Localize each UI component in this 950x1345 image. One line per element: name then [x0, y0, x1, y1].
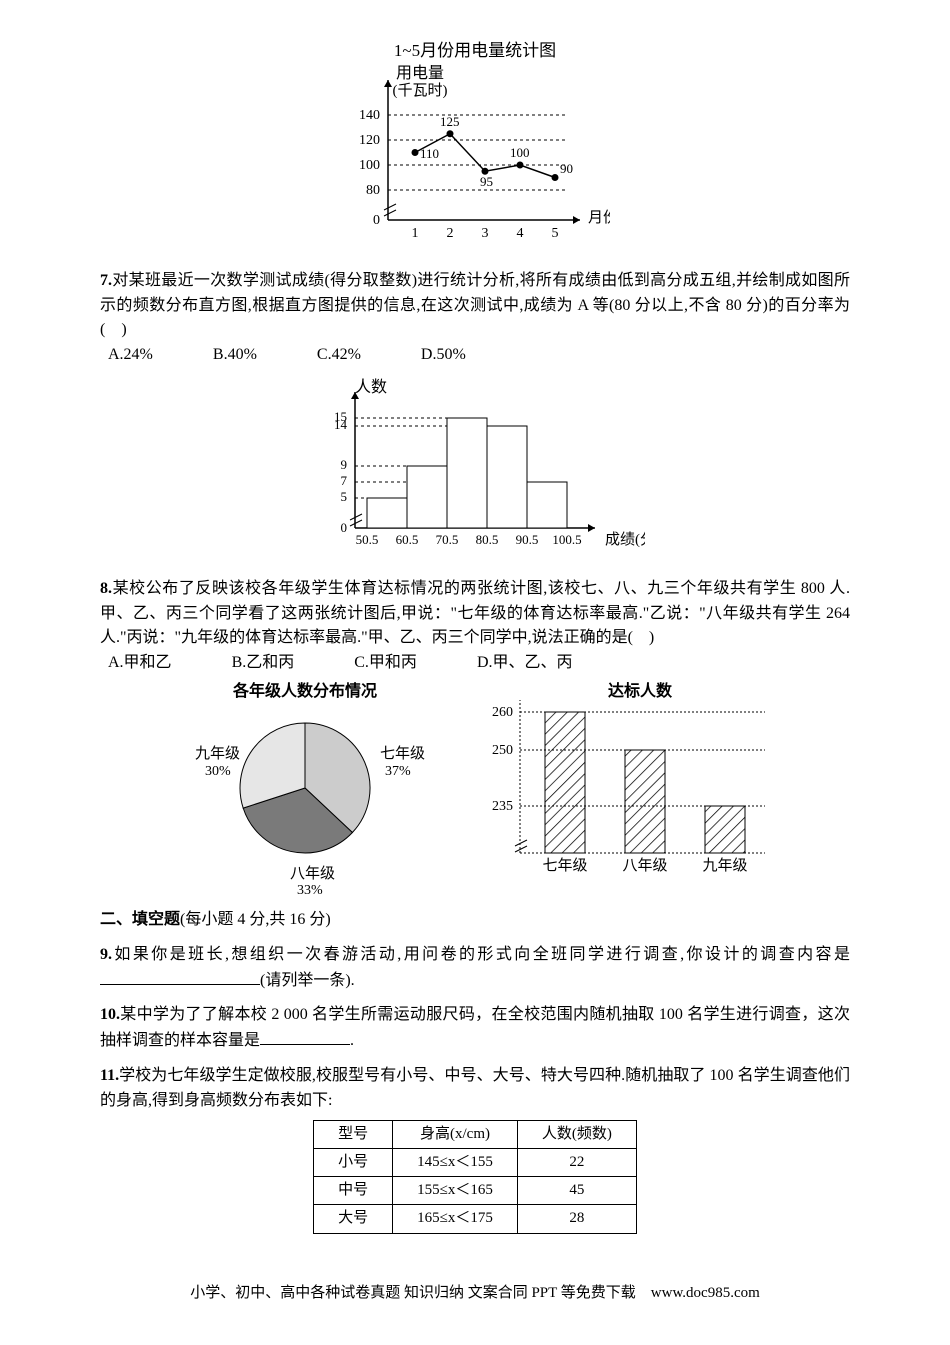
q8-options: A.甲和乙 B.乙和丙 C.甲和丙 D.甲、乙、丙	[108, 651, 850, 676]
svg-text:33%: 33%	[297, 883, 323, 898]
q11-text: 学校为七年级学生定做校服,校服型号有小号、中号、大号、特大号四种.随机抽取了 1…	[100, 1067, 850, 1109]
table-row: 中号 155≤x＜165 45	[314, 1177, 637, 1205]
svg-text:七年级: 七年级	[542, 857, 587, 874]
section2-head: 二、填空题	[100, 911, 180, 928]
q11-num: 11.	[100, 1067, 119, 1084]
q8-opt-c[interactable]: C.甲和丙	[354, 651, 417, 676]
chart-title: 1~5月份用电量统计图	[394, 41, 556, 60]
q7-opt-d[interactable]: D.50%	[421, 343, 466, 368]
q7-opt-c[interactable]: C.42%	[317, 343, 361, 368]
svg-text:九年级: 九年级	[702, 857, 747, 874]
section2-heading: 二、填空题(每小题 4 分,共 16 分)	[100, 908, 850, 933]
q9-num: 9.	[100, 946, 112, 963]
svg-text:37%: 37%	[385, 764, 411, 779]
svg-text:80.5: 80.5	[476, 532, 499, 547]
question-7: 7.对某班最近一次数学测试成绩(得分取整数)进行统计分析,将所有成绩由低到高分成…	[100, 269, 850, 343]
q8-figures: 各年级人数分布情况 七年级 37% 八年级 33% 九年级 30% 达标人数	[100, 678, 850, 898]
bar-title: 达标人数	[608, 681, 673, 700]
svg-text:125: 125	[440, 114, 460, 129]
col-count: 人数(频数)	[517, 1120, 636, 1148]
svg-text:八年级: 八年级	[290, 865, 335, 882]
svg-text:70.5: 70.5	[436, 532, 459, 547]
svg-text:1: 1	[412, 226, 419, 241]
svg-text:七年级: 七年级	[380, 745, 425, 762]
svg-text:235: 235	[492, 799, 513, 814]
q9-text-a: 如果你是班长,想组织一次春游活动,用问卷的形式向全班同学进行调查,你设计的调查内…	[112, 946, 850, 963]
page: 1~5月份用电量统计图 用电量 (千瓦时) 0 80 100 120 140	[0, 0, 950, 1345]
svg-text:4: 4	[517, 226, 524, 241]
svg-text:90: 90	[560, 161, 573, 176]
svg-text:7: 7	[341, 473, 348, 488]
svg-text:120: 120	[359, 133, 380, 148]
svg-text:90.5: 90.5	[516, 532, 539, 547]
hist-ylabel: 人数	[355, 378, 387, 396]
svg-text:140: 140	[359, 108, 380, 123]
q10-text-a: 某中学为了了解本校 2 000 名学生所需运动服尺码，在全校范围内随机抽取 10…	[100, 1006, 850, 1049]
svg-text:5: 5	[552, 226, 559, 241]
page-footer: 小学、初中、高中各种试卷真题 知识归纳 文案合同 PPT 等免费下载 www.d…	[100, 1282, 850, 1305]
svg-text:九年级: 九年级	[195, 745, 240, 762]
svg-text:100.5: 100.5	[552, 532, 581, 547]
table-row: 大号 165≤x＜175 28	[314, 1205, 637, 1233]
q7-num: 7.	[100, 272, 112, 289]
table-row: 型号 身高(x/cm) 人数(频数)	[314, 1120, 637, 1148]
pie-chart-svg: 各年级人数分布情况 七年级 37% 八年级 33% 九年级 30%	[175, 678, 435, 898]
q8-opt-b[interactable]: B.乙和丙	[232, 651, 295, 676]
svg-text:30%: 30%	[205, 764, 231, 779]
q8-text: 某校公布了反映该校各年级学生体育达标情况的两张统计图,该校七、八、九三个年级共有…	[100, 580, 850, 647]
col-height: 身高(x/cm)	[393, 1120, 518, 1148]
question-9: 9.如果你是班长,想组织一次春游活动,用问卷的形式向全班同学进行调查,你设计的调…	[100, 943, 850, 994]
chart-ylabel1: 用电量	[396, 64, 444, 82]
col-model: 型号	[314, 1120, 393, 1148]
svg-text:100: 100	[359, 158, 380, 173]
svg-text:八年级: 八年级	[622, 857, 667, 874]
svg-text:3: 3	[482, 226, 489, 241]
q7-histogram: 人数 0 5 7 9 14 15	[100, 378, 850, 567]
svg-text:0: 0	[341, 520, 348, 535]
q10-blank[interactable]	[260, 1028, 350, 1045]
q8-opt-a[interactable]: A.甲和乙	[108, 651, 172, 676]
question-11: 11.学校为七年级学生定做校服,校服型号有小号、中号、大号、特大号四种.随机抽取…	[100, 1064, 850, 1114]
line-chart-svg: 1~5月份用电量统计图 用电量 (千瓦时) 0 80 100 120 140	[340, 40, 610, 250]
histogram-svg: 人数 0 5 7 9 14 15	[305, 378, 645, 558]
question-8: 8.某校公布了反映该校各年级学生体育达标情况的两张统计图,该校七、八、九三个年级…	[100, 577, 850, 651]
chart-xlabel: 月份	[588, 209, 610, 226]
q9-text-b: (请列举一条).	[260, 972, 355, 989]
svg-text:0: 0	[373, 213, 380, 228]
table-row: 小号 145≤x＜155 22	[314, 1148, 637, 1176]
chart-ylabel2: (千瓦时)	[393, 82, 448, 99]
q8-opt-d[interactable]: D.甲、乙、丙	[477, 651, 573, 676]
q10-num: 10.	[100, 1006, 120, 1023]
q7-opt-a[interactable]: A.24%	[108, 343, 153, 368]
q7-options: A.24% B.40% C.42% D.50%	[108, 343, 850, 368]
question-10: 10.某中学为了了解本校 2 000 名学生所需运动服尺码，在全校范围内随机抽取…	[100, 1003, 850, 1054]
svg-text:9: 9	[341, 457, 348, 472]
svg-text:80: 80	[366, 183, 380, 198]
pie-title: 各年级人数分布情况	[232, 681, 377, 700]
section2-tail: (每小题 4 分,共 16 分)	[180, 911, 331, 928]
q7-text: 对某班最近一次数学测试成绩(得分取整数)进行统计分析,将所有成绩由低到高分成五组…	[100, 272, 850, 339]
svg-text:50.5: 50.5	[356, 532, 379, 547]
bar-chart-svg: 达标人数 260 250 235 七年级 八年级 九年级	[465, 678, 775, 888]
svg-text:110: 110	[420, 146, 439, 161]
svg-text:15: 15	[334, 409, 347, 424]
svg-text:2: 2	[447, 226, 454, 241]
svg-text:95: 95	[480, 174, 493, 189]
svg-text:5: 5	[341, 489, 348, 504]
q9-blank[interactable]	[100, 968, 260, 985]
q8-num: 8.	[100, 580, 112, 597]
q11-table: 型号 身高(x/cm) 人数(频数) 小号 145≤x＜155 22 中号 15…	[313, 1120, 637, 1234]
q10-text-b: .	[350, 1032, 354, 1049]
svg-text:260: 260	[492, 705, 513, 720]
svg-text:60.5: 60.5	[396, 532, 419, 547]
svg-text:250: 250	[492, 743, 513, 758]
svg-text:100: 100	[510, 145, 530, 160]
q7-opt-b[interactable]: B.40%	[213, 343, 257, 368]
hist-xlabel: 成绩(分)	[605, 531, 645, 548]
chart-electricity: 1~5月份用电量统计图 用电量 (千瓦时) 0 80 100 120 140	[100, 40, 850, 259]
